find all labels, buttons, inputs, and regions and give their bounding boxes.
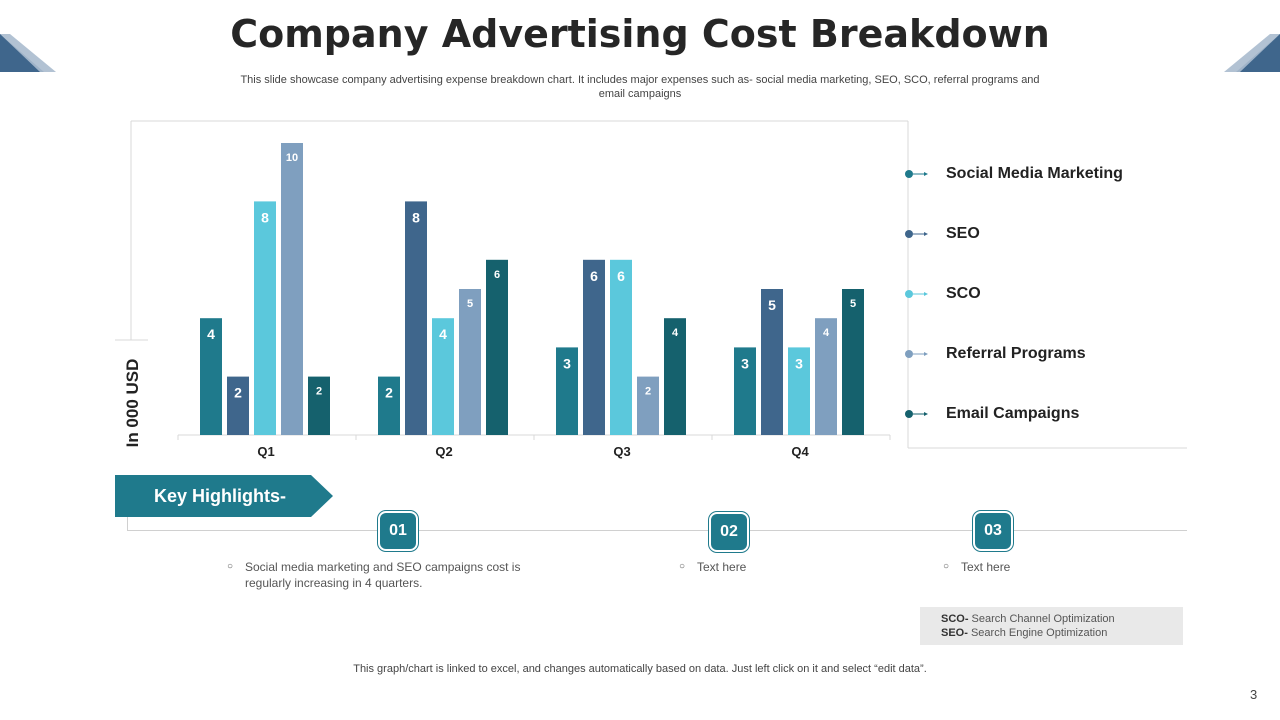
page-subtitle: This slide showcase company advertising … xyxy=(240,74,1040,100)
x-tick-label: Q1 xyxy=(257,444,274,459)
timeline-divider xyxy=(127,517,128,531)
legend-marker-icon xyxy=(905,410,928,418)
bar-data-label: 3 xyxy=(563,355,571,371)
bar-data-label: 4 xyxy=(439,326,447,342)
corner-decoration-right xyxy=(1224,34,1280,72)
bar-data-label: 8 xyxy=(261,209,269,225)
bar-email-campaigns-q2 xyxy=(486,259,508,435)
corner-decoration-left xyxy=(0,34,56,72)
bar-sco-q3 xyxy=(610,259,632,435)
legend-item-social-media-marketing: Social Media Marketing xyxy=(902,160,1202,190)
legend-marker-icon xyxy=(905,230,928,238)
bar-social-media-marketing-q2 xyxy=(378,376,400,435)
bar-referral-programs-q3 xyxy=(637,376,659,435)
bullet-icon: ○ xyxy=(943,561,950,572)
bar-data-label: 6 xyxy=(590,268,598,284)
bullet-icon: ○ xyxy=(227,561,234,572)
x-tick-label: Q3 xyxy=(613,444,630,459)
abbreviation-seo: SEO- Search Engine Optimization xyxy=(941,626,1183,640)
timeline-line xyxy=(127,530,1187,531)
abbreviations-box: SCO- Search Channel Optimization SEO- Se… xyxy=(920,607,1183,645)
bar-data-label: 2 xyxy=(234,385,242,401)
legend-marker-icon xyxy=(905,170,928,178)
legend-item-seo: SEO xyxy=(902,220,1202,250)
legend-label: Referral Programs xyxy=(946,345,1086,362)
key-highlights-title: Key Highlights- xyxy=(154,486,287,506)
bar-referral-programs-q1 xyxy=(281,143,303,435)
bar-social-media-marketing-q3 xyxy=(556,347,578,435)
page-number: 3 xyxy=(1250,687,1258,702)
highlight-badge-01: 01 xyxy=(380,513,416,549)
bar-email-campaigns-q4 xyxy=(842,289,864,435)
bar-data-label: 5 xyxy=(467,298,473,310)
bar-email-campaigns-q1 xyxy=(308,376,330,435)
highlight-text-01: Social media marketing and SEO campaigns… xyxy=(245,560,521,590)
bar-email-campaigns-q3 xyxy=(664,318,686,435)
bar-data-label: 4 xyxy=(823,327,830,339)
abbreviation-definition: Search Engine Optimization xyxy=(967,627,1108,639)
bar-data-label: 2 xyxy=(316,386,322,398)
legend-label: Email Campaigns xyxy=(946,405,1080,422)
bar-sco-q4 xyxy=(788,347,810,435)
bar-referral-programs-q2 xyxy=(459,289,481,435)
legend-marker-icon xyxy=(905,350,928,358)
x-tick-label: Q2 xyxy=(435,444,452,459)
bar-seo-q4 xyxy=(761,289,783,435)
legend-label: SCO xyxy=(946,285,981,302)
footnote: This graph/chart is linked to excel, and… xyxy=(353,663,927,675)
abbreviation-term: SCO- xyxy=(941,613,969,625)
bar-social-media-marketing-q1 xyxy=(200,318,222,435)
bar-data-label: 10 xyxy=(286,152,298,164)
highlight-text-02: Text here xyxy=(697,560,747,574)
legend-item-referral-programs: Referral Programs xyxy=(902,340,1202,370)
bar-data-label: 4 xyxy=(207,326,215,342)
bar-data-label: 6 xyxy=(617,268,625,284)
bar-data-label: 6 xyxy=(494,269,500,281)
y-axis-label: In 000 USD xyxy=(123,358,142,448)
bar-data-label: 5 xyxy=(768,297,776,313)
bar-sco-q1 xyxy=(254,201,276,435)
abbreviation-term: SEO- xyxy=(941,627,968,639)
highlight-text-03: Text here xyxy=(961,560,1011,574)
bar-seo-q2 xyxy=(405,201,427,435)
bar-seo-q1 xyxy=(227,376,249,435)
legend-item-email-campaigns: Email Campaigns xyxy=(902,400,1202,430)
page-title: Company Advertising Cost Breakdown xyxy=(230,12,1050,56)
bar-data-label: 3 xyxy=(741,355,749,371)
key-highlights-banner xyxy=(115,475,333,517)
legend-label: Social Media Marketing xyxy=(946,165,1123,182)
bar-social-media-marketing-q4 xyxy=(734,347,756,435)
abbreviation-sco: SCO- Search Channel Optimization xyxy=(941,612,1183,626)
bar-data-label: 5 xyxy=(850,298,856,310)
bar-data-label: 8 xyxy=(412,209,420,225)
highlight-badge-02: 02 xyxy=(711,514,747,550)
bar-referral-programs-q4 xyxy=(815,318,837,435)
legend-marker-icon xyxy=(905,290,928,298)
x-tick-label: Q4 xyxy=(791,444,809,459)
bar-seo-q3 xyxy=(583,259,605,435)
abbreviation-definition: Search Channel Optimization xyxy=(968,613,1115,625)
bar-data-label: 4 xyxy=(672,327,679,339)
legend-label: SEO xyxy=(946,225,980,242)
bullet-icon: ○ xyxy=(679,561,686,572)
legend-item-sco: SCO xyxy=(902,280,1202,310)
bar-sco-q2 xyxy=(432,318,454,435)
bar-data-label: 3 xyxy=(795,355,803,371)
bar-data-label: 2 xyxy=(645,386,651,398)
highlight-badge-03: 03 xyxy=(975,513,1011,549)
bar-data-label: 2 xyxy=(385,385,393,401)
